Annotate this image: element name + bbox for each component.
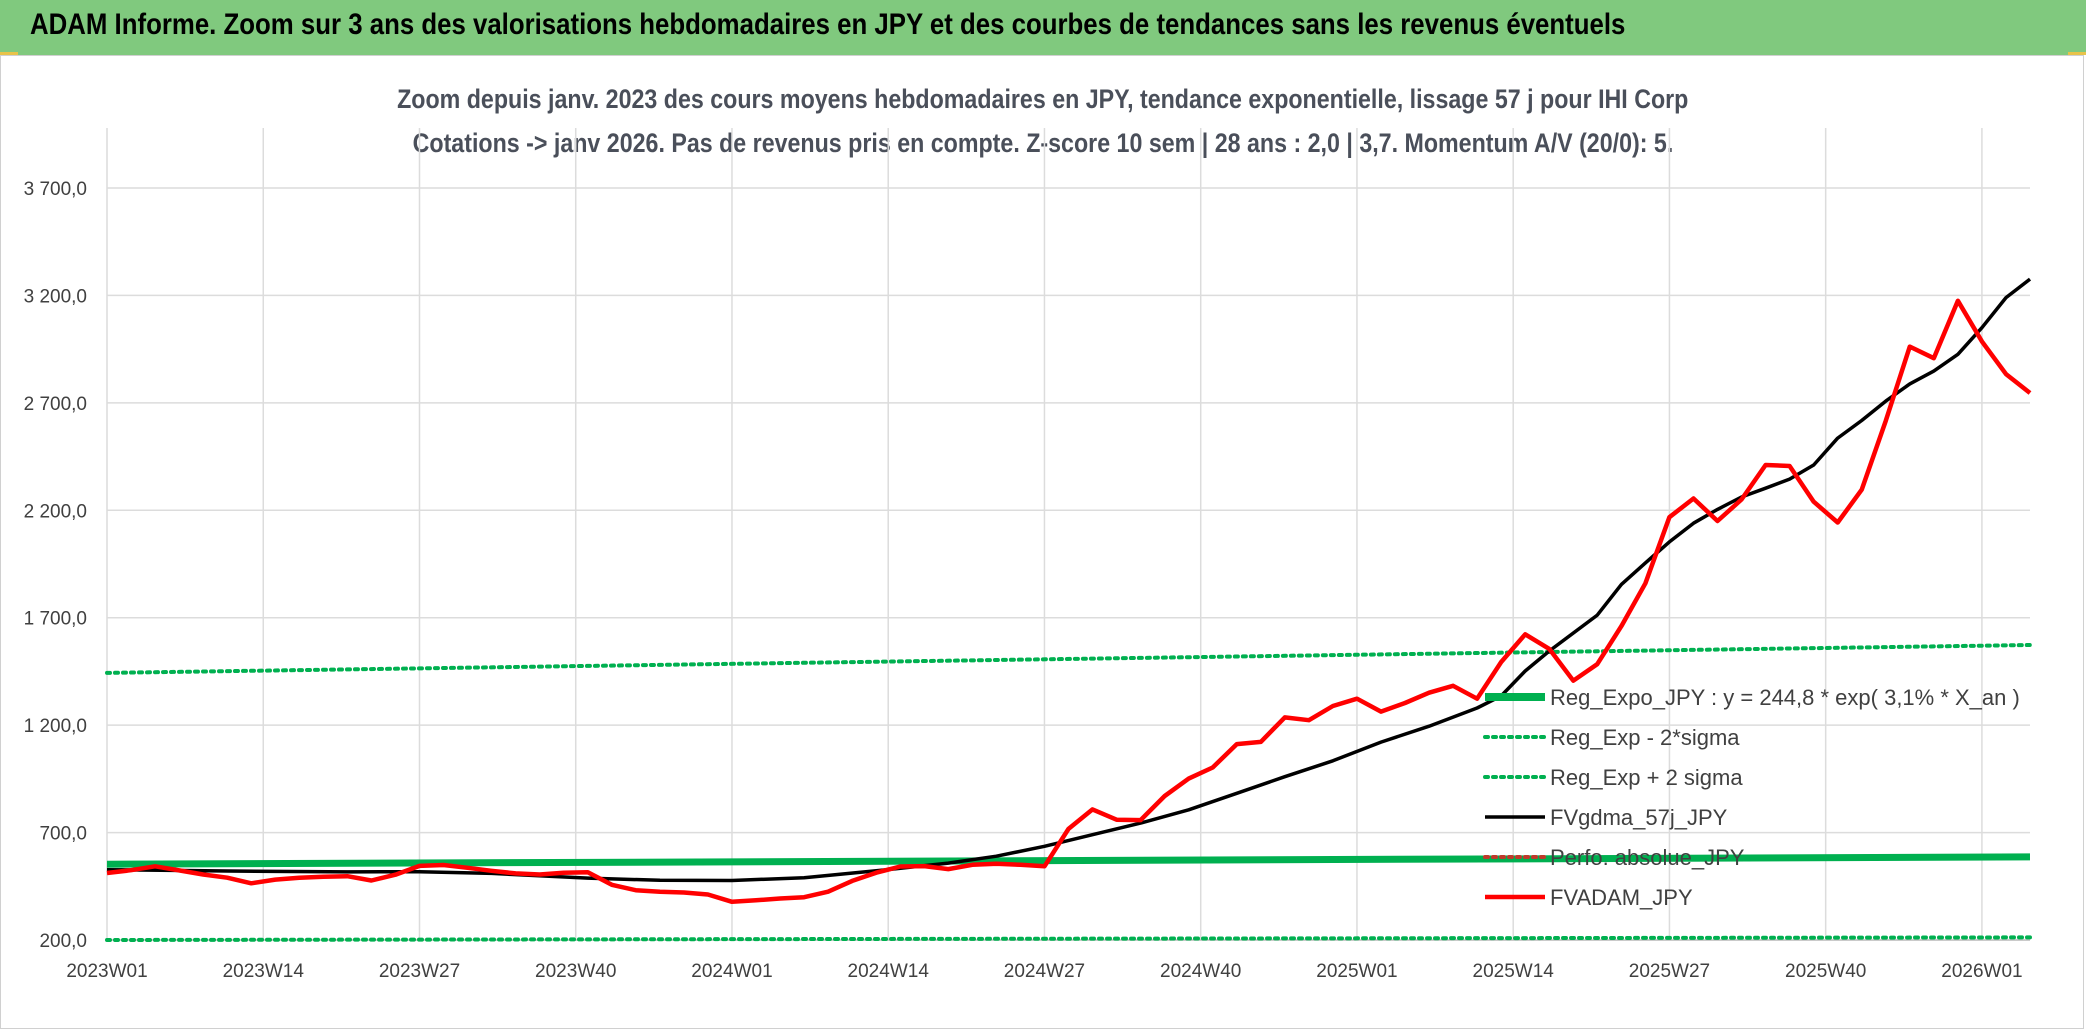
y-tick-label: 1 700,0 <box>24 609 87 630</box>
y-tick-label: 3 700,0 <box>24 179 87 200</box>
frame-corner-left <box>0 52 18 55</box>
x-tick-label: 2024W27 <box>1004 961 1085 982</box>
chart-subtitle: Cotations -> janv 2026. Pas de revenus p… <box>412 128 1674 158</box>
x-tick-label: 2023W14 <box>223 961 305 982</box>
chart-frame <box>0 55 2084 1029</box>
y-tick-label: 2 700,0 <box>24 394 87 415</box>
legend-label-1: Reg_Exp - 2*sigma <box>1550 725 1740 750</box>
x-tick-label: 2025W01 <box>1316 961 1397 982</box>
x-tick-label: 2025W14 <box>1473 961 1555 982</box>
y-tick-label: 700,0 <box>39 824 87 845</box>
frame-corner-right <box>2068 52 2086 55</box>
legend-label-3: FVgdma_57j_JPY <box>1550 805 1728 830</box>
series-line-2 <box>105 643 2032 675</box>
x-tick-label: 2023W01 <box>66 961 147 982</box>
report-header: ADAM Informe. Zoom sur 3 ans des valoris… <box>0 0 2086 55</box>
y-tick-label: 200,0 <box>39 931 87 952</box>
y-tick-label: 1 200,0 <box>24 716 87 737</box>
series-line-3 <box>106 277 2032 883</box>
legend-label-0: Reg_Expo_JPY : y = 244,8 * exp( 3,1% * X… <box>1550 685 2020 710</box>
x-tick-label: 2025W40 <box>1785 961 1866 982</box>
series-line-0 <box>106 853 2031 868</box>
x-tick-label: 2024W40 <box>1160 961 1241 982</box>
x-tick-label: 2024W01 <box>691 961 772 982</box>
x-tick-label: 2026W01 <box>1941 961 2022 982</box>
x-tick-label: 2023W27 <box>379 961 460 982</box>
legend-label-5: FVADAM_JPY <box>1550 885 1693 910</box>
legend-label-2: Reg_Exp + 2 sigma <box>1550 765 1743 790</box>
series-line-1 <box>105 935 2032 942</box>
report-title: ADAM Informe. Zoom sur 3 ans des valoris… <box>30 8 1626 41</box>
x-tick-label: 2024W14 <box>848 961 930 982</box>
legend-label-4: Perfo. absolue_JPY <box>1550 845 1745 870</box>
y-tick-label: 2 200,0 <box>24 501 87 522</box>
series-line-5 <box>106 298 2032 905</box>
x-tick-label: 2023W40 <box>535 961 616 982</box>
y-tick-label: 3 200,0 <box>24 286 87 307</box>
chart-title: Zoom depuis janv. 2023 des cours moyens … <box>397 84 1689 114</box>
x-tick-label: 2025W27 <box>1629 961 1710 982</box>
